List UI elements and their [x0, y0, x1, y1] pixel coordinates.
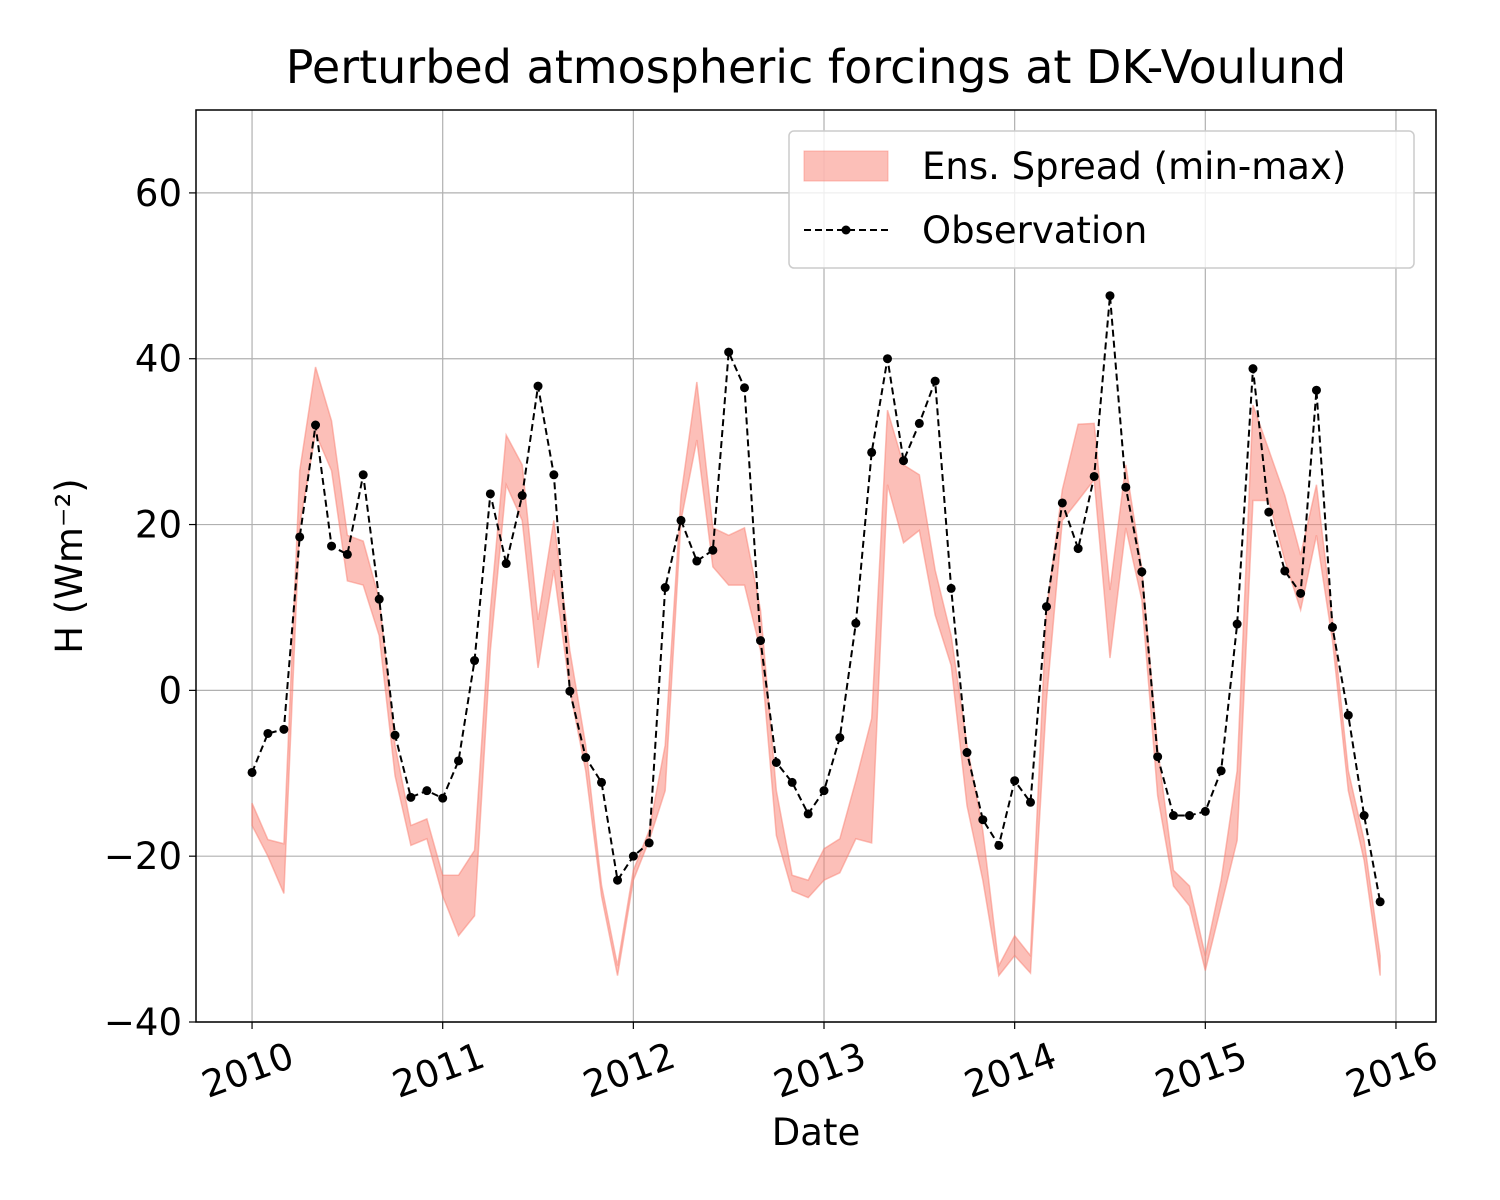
observation-point: [740, 383, 750, 393]
observation-point: [1216, 766, 1226, 776]
observation-point: [914, 418, 924, 428]
observation-point: [1200, 806, 1210, 816]
observation-point: [962, 748, 972, 758]
observation-point: [438, 793, 448, 803]
observation-point: [1041, 602, 1051, 612]
observation-point: [1280, 566, 1290, 576]
spread-band: [251, 366, 1381, 978]
observation-point: [454, 756, 464, 766]
observation-point: [628, 851, 638, 861]
y-tick-label: 60: [135, 172, 182, 215]
observation-point: [756, 636, 766, 646]
observation-point: [247, 767, 257, 777]
observation-point: [978, 815, 988, 825]
observation-point: [374, 594, 384, 604]
observation-point: [549, 470, 559, 480]
observation-point: [533, 381, 543, 391]
observation-point: [851, 618, 861, 628]
observation-point: [1010, 776, 1020, 786]
observation-point: [994, 840, 1004, 850]
observation-point: [1168, 811, 1178, 821]
observation-point: [899, 456, 909, 466]
observation-point: [485, 489, 495, 499]
plot-frame: [195, 109, 1437, 1023]
y-axis-label: H (Wm⁻²): [48, 478, 91, 653]
observation-point: [1248, 364, 1258, 374]
observation-point: [724, 347, 734, 357]
observation-point: [1057, 498, 1067, 508]
observation-point: [1327, 622, 1337, 632]
observation-point: [882, 354, 892, 364]
observation-point: [295, 532, 305, 542]
observation-point: [803, 809, 813, 819]
legend-label: Ens. Spread (min-max): [922, 145, 1346, 188]
observation-point: [1025, 797, 1035, 807]
observation-point: [470, 656, 480, 666]
observation-point: [501, 559, 511, 569]
observation-point: [279, 724, 289, 734]
chart-title: Perturbed atmospheric forcings at DK-Vou…: [286, 40, 1346, 94]
observation-point: [342, 549, 352, 559]
observation-point: [406, 792, 416, 802]
observation-point: [311, 420, 321, 430]
observation-point: [644, 838, 654, 848]
observation-point: [581, 753, 591, 763]
observation-point: [692, 556, 702, 566]
observation-point: [1232, 619, 1242, 629]
observation-point: [263, 728, 273, 738]
observation-point: [946, 583, 956, 593]
observation-point: [1137, 567, 1147, 577]
observation-point: [358, 470, 368, 480]
observation-point: [327, 541, 337, 551]
observation-point: [613, 875, 623, 885]
observation-point: [597, 777, 607, 787]
observation-point: [1153, 752, 1163, 762]
legend-box: [788, 130, 1415, 269]
observation-point: [565, 686, 575, 696]
observation-point: [1343, 710, 1353, 720]
observation-point: [1375, 897, 1385, 907]
observation-point: [517, 491, 527, 501]
y-tick-label: −20: [104, 835, 182, 878]
observation-point: [1089, 471, 1099, 481]
observation-point: [771, 757, 781, 767]
observation-point: [1073, 544, 1083, 554]
legend-label: Observation: [922, 209, 1147, 252]
observation-point: [787, 777, 797, 787]
y-tick-label: 20: [135, 504, 182, 547]
observation-point: [708, 545, 718, 555]
observation-point: [660, 583, 670, 593]
observation-point: [1121, 482, 1131, 492]
observation-point: [1184, 811, 1194, 821]
y-tick-label: 40: [135, 338, 182, 381]
observation-point: [1264, 507, 1274, 517]
observation-point: [867, 447, 877, 457]
legend-swatch: [803, 150, 889, 182]
observation-point: [930, 376, 940, 386]
observation-point: [390, 730, 400, 740]
y-tick-label: −40: [104, 1001, 182, 1044]
observation-point: [835, 733, 845, 743]
observation-point: [1296, 588, 1306, 598]
x-axis-label: Date: [772, 1111, 860, 1154]
observation-point: [676, 515, 686, 525]
observation-point: [1105, 291, 1115, 301]
y-tick-label: 0: [158, 669, 182, 712]
observation-point: [422, 786, 432, 796]
observation-point: [1359, 811, 1369, 821]
observation-point: [1311, 385, 1321, 395]
observation-point: [819, 786, 829, 796]
legend-marker: [841, 225, 851, 235]
